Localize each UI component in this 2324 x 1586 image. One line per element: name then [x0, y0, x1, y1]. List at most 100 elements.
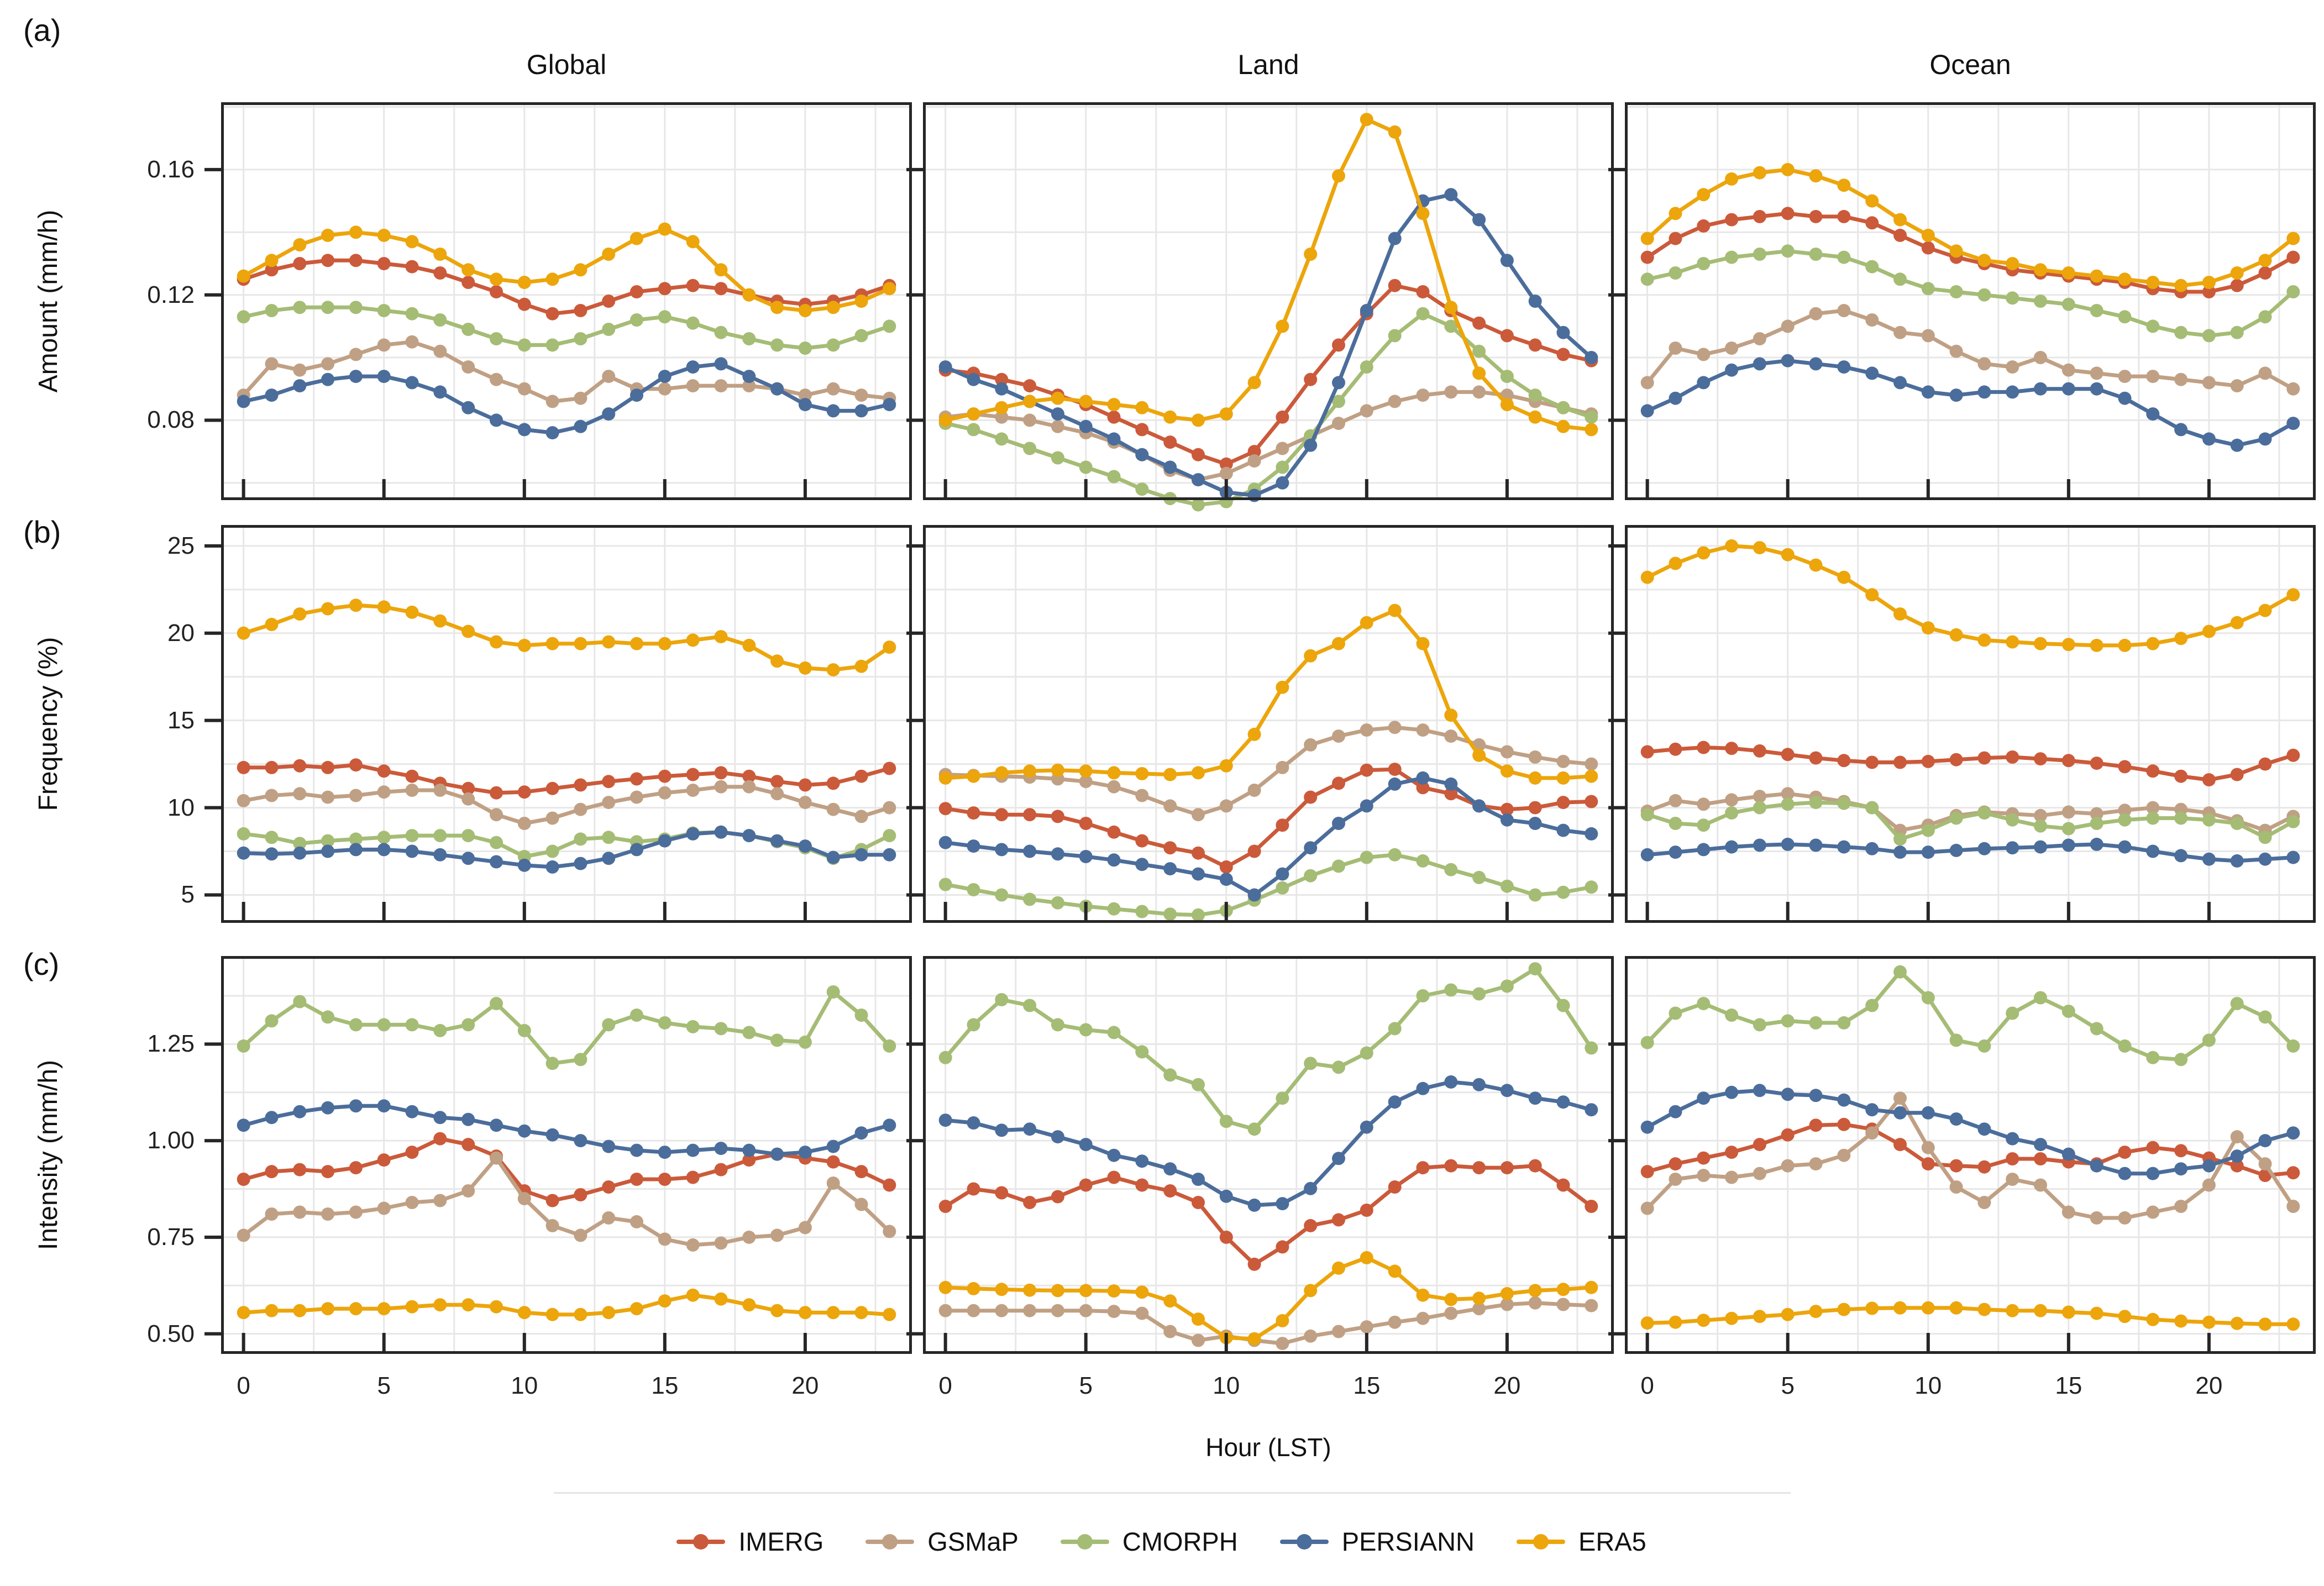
x-tick-label: 0 [1640, 1372, 1654, 1399]
legend-label: GSMaP [927, 1527, 1019, 1556]
legend-item-gsmap: GSMaP [865, 1526, 1019, 1557]
x-tick-label: 10 [1914, 1372, 1942, 1399]
legend-label: ERA5 [1578, 1527, 1646, 1556]
series-cmorph [938, 962, 1598, 1136]
series-persiann [1640, 1084, 2300, 1180]
panel-b-land [906, 525, 1614, 923]
y-tick-label: 1.25 [147, 1030, 195, 1058]
legend-marker-cmorph-icon [1060, 1534, 1109, 1550]
legend-marker-persiann-icon [1279, 1534, 1329, 1550]
series-cmorph [1640, 965, 2300, 1067]
y-tick-label: 0.50 [147, 1320, 195, 1347]
legend-item-imerg: IMERG [676, 1526, 824, 1557]
series-era5-markers [938, 113, 1598, 437]
series-imerg-markers [237, 1132, 896, 1207]
series-era5-markers [237, 598, 896, 677]
gridlines [923, 956, 1614, 1354]
series-persiann [237, 1099, 896, 1161]
column-title-global: Global [526, 49, 607, 80]
x-tick-label: 15 [651, 1372, 679, 1399]
legend-label: IMERG [738, 1527, 824, 1556]
series-gsmap-markers [1640, 304, 2300, 396]
series-era5-markers [938, 1251, 1598, 1346]
axis-ticks [906, 544, 1509, 923]
series-gsmap [1640, 1091, 2300, 1225]
series-imerg-markers [938, 1159, 1598, 1271]
gridlines [923, 525, 1614, 923]
legend-item-cmorph: CMORPH [1060, 1526, 1238, 1557]
axis-ticks [204, 1042, 807, 1354]
series-era5-markers [237, 222, 896, 317]
y-tick-label: 0.75 [147, 1223, 195, 1251]
series-imerg [237, 758, 896, 800]
series-cmorph [237, 985, 896, 1070]
panel-c-global [204, 956, 912, 1354]
series-era5 [237, 598, 896, 677]
series-era5 [938, 1251, 1598, 1346]
y-tick-label: 5 [181, 881, 195, 908]
axis-ticks [906, 1042, 1509, 1354]
series-persiann-markers [938, 1075, 1598, 1212]
x-tick-label: 20 [791, 1372, 819, 1399]
series-cmorph-markers [237, 301, 896, 355]
series-era5-markers [938, 603, 1598, 785]
series-era5 [1640, 162, 2300, 292]
x-tick-label: 10 [511, 1372, 538, 1399]
column-title-land: Land [1237, 49, 1299, 80]
legend-item-era5: ERA5 [1517, 1526, 1646, 1557]
series-cmorph [938, 307, 1598, 512]
y-tick-label: 0.16 [147, 155, 195, 183]
series-gsmap [1640, 304, 2300, 396]
series-gsmap-markers [237, 1151, 896, 1252]
series-cmorph-markers [938, 962, 1598, 1136]
y-tick-label: 15 [167, 706, 195, 734]
series-gsmap-markers [237, 780, 896, 830]
series-era5 [938, 113, 1598, 437]
series-cmorph-markers [938, 307, 1598, 512]
series-era5 [237, 1288, 896, 1321]
y-tick-label: 25 [167, 532, 195, 559]
panel-a-global [204, 102, 912, 500]
series-imerg-markers [938, 279, 1598, 471]
y-tick-label: 0.08 [147, 406, 195, 434]
series-era5 [938, 603, 1598, 785]
panel-b-global [204, 525, 912, 923]
x-tick-label: 20 [2195, 1372, 2223, 1399]
legend-divider [554, 1492, 1791, 1494]
panel-letter-a: (a) [23, 13, 61, 48]
series-persiann-markers [237, 825, 896, 874]
series-cmorph-markers [1640, 796, 2300, 846]
series-cmorph [1640, 796, 2300, 846]
panel-letter-c: (c) [23, 947, 60, 981]
series-persiann-markers [938, 771, 1598, 902]
series-imerg-markers [1640, 741, 2300, 787]
series-persiann-markers [1640, 1084, 2300, 1180]
axis-ticks [1608, 544, 2211, 923]
legend-label: CMORPH [1122, 1527, 1238, 1556]
gridlines [221, 525, 912, 923]
column-title-ocean: Ocean [1929, 49, 2011, 80]
y-tick-label: 0.12 [147, 281, 195, 308]
series-cmorph-markers [237, 985, 896, 1070]
series-persiann-markers [237, 357, 896, 440]
series-gsmap [237, 780, 896, 830]
x-tick-label: 20 [1493, 1372, 1521, 1399]
legend-label: PERSIANN [1341, 1527, 1475, 1556]
gridlines [923, 102, 1614, 500]
series-imerg [237, 1132, 896, 1207]
series-persiann [1640, 354, 2300, 452]
series-era5-markers [1640, 1301, 2300, 1331]
y-tick-label: 20 [167, 619, 195, 647]
series-era5 [1640, 539, 2300, 652]
panel-c-ocean [1608, 956, 2316, 1354]
series-gsmap-markers [1640, 1091, 2300, 1225]
y-tick-label: 10 [167, 794, 195, 821]
gridlines [1625, 525, 2316, 923]
y-tick-label: 1.00 [147, 1127, 195, 1154]
series-cmorph [938, 848, 1598, 922]
x-tick-label: 5 [1781, 1372, 1795, 1399]
series-era5 [237, 222, 896, 317]
legend-item-persiann: PERSIANN [1279, 1526, 1475, 1557]
series-persiann-markers [1640, 837, 2300, 868]
series-cmorph [1640, 244, 2300, 343]
